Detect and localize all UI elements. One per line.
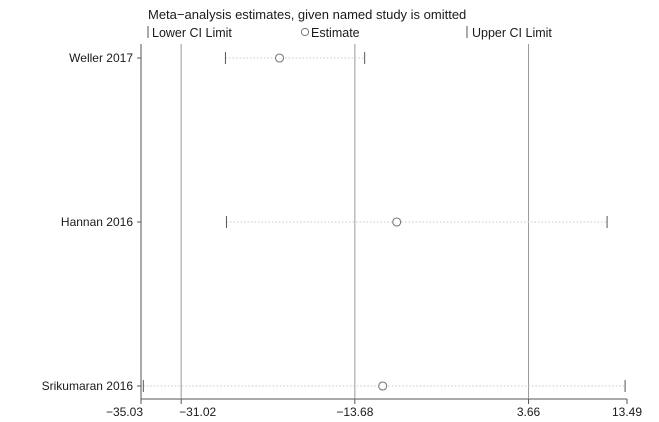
x-tick-label: −31.02 — [179, 405, 216, 419]
x-tick-label: 13.49 — [612, 405, 642, 419]
x-tick-label: 3.66 — [517, 405, 541, 419]
chart-title: Meta−analysis estimates, given named stu… — [148, 7, 466, 22]
study-label: Srikumaran 2016 — [42, 379, 134, 393]
legend-upper-label: Upper CI Limit — [472, 26, 552, 40]
x-tick-label: −35.03 — [106, 405, 143, 419]
estimate-point — [392, 217, 402, 227]
legend-estimate-label: Estimate — [311, 26, 360, 40]
study-row: Srikumaran 2016 — [42, 379, 626, 393]
study-label: Hannan 2016 — [61, 215, 133, 229]
x-tick-label: −13.68 — [336, 405, 373, 419]
estimate-point — [378, 381, 388, 391]
study-label: Weller 2017 — [69, 51, 133, 65]
study-row: Weller 2017 — [69, 51, 366, 65]
legend-estimate-marker — [300, 27, 310, 37]
estimate-point — [274, 53, 285, 63]
legend-lower-label: Lower CI Limit — [152, 26, 232, 40]
study-row: Hannan 2016 — [61, 215, 608, 229]
legend: Lower CI Limit Estimate Upper CI Limit — [147, 26, 552, 40]
